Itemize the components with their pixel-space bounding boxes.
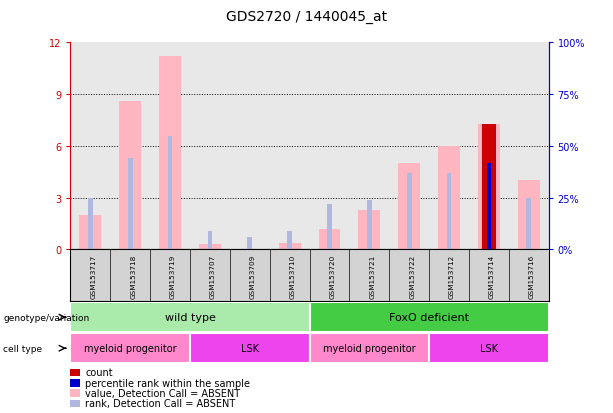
Bar bbox=[248, 237, 252, 250]
Text: GSM153714: GSM153714 bbox=[489, 254, 495, 298]
Bar bbox=[88, 198, 93, 250]
Bar bbox=[199, 244, 221, 250]
Bar bbox=[80, 216, 101, 250]
Text: LSK: LSK bbox=[241, 343, 259, 354]
Text: LSK: LSK bbox=[480, 343, 498, 354]
Bar bbox=[208, 231, 212, 250]
Bar bbox=[120, 102, 141, 250]
Bar bbox=[310, 302, 549, 332]
Text: count: count bbox=[85, 368, 113, 377]
Bar bbox=[128, 159, 132, 250]
Bar bbox=[438, 147, 460, 250]
Text: rank, Detection Call = ABSENT: rank, Detection Call = ABSENT bbox=[85, 399, 235, 408]
Text: myeloid progenitor: myeloid progenitor bbox=[323, 343, 416, 354]
Text: GSM153720: GSM153720 bbox=[330, 254, 335, 298]
Text: GSM153712: GSM153712 bbox=[449, 254, 455, 298]
Text: GSM153709: GSM153709 bbox=[250, 254, 256, 298]
Bar bbox=[398, 164, 420, 250]
Bar bbox=[327, 204, 332, 250]
Bar bbox=[482, 124, 496, 250]
Bar bbox=[310, 333, 429, 363]
Text: genotype/variation: genotype/variation bbox=[3, 313, 89, 322]
Bar bbox=[287, 231, 292, 250]
Text: myeloid progenitor: myeloid progenitor bbox=[84, 343, 177, 354]
Bar bbox=[518, 181, 539, 250]
Bar bbox=[319, 229, 340, 250]
Bar bbox=[487, 163, 491, 250]
Text: GSM153707: GSM153707 bbox=[210, 254, 216, 298]
Bar bbox=[190, 333, 310, 363]
Text: GSM153716: GSM153716 bbox=[528, 254, 535, 298]
Text: FoxO deficient: FoxO deficient bbox=[389, 312, 469, 323]
Text: GSM153722: GSM153722 bbox=[409, 254, 415, 298]
Bar bbox=[279, 244, 300, 250]
Text: value, Detection Call = ABSENT: value, Detection Call = ABSENT bbox=[85, 388, 240, 398]
Text: GSM153717: GSM153717 bbox=[91, 254, 96, 298]
Text: GSM153710: GSM153710 bbox=[289, 254, 295, 298]
Text: GSM153719: GSM153719 bbox=[170, 254, 176, 298]
Bar bbox=[70, 302, 310, 332]
Bar bbox=[527, 198, 531, 250]
Text: GDS2720 / 1440045_at: GDS2720 / 1440045_at bbox=[226, 10, 387, 24]
Bar bbox=[367, 200, 371, 250]
Text: wild type: wild type bbox=[165, 312, 215, 323]
Bar bbox=[159, 57, 181, 250]
Text: GSM153721: GSM153721 bbox=[369, 254, 375, 298]
Text: cell type: cell type bbox=[3, 344, 42, 353]
Bar bbox=[239, 249, 261, 250]
Bar bbox=[429, 333, 549, 363]
Bar bbox=[359, 210, 380, 250]
Bar bbox=[407, 173, 411, 250]
Bar bbox=[478, 124, 500, 250]
Text: percentile rank within the sample: percentile rank within the sample bbox=[85, 378, 250, 388]
Bar bbox=[168, 136, 172, 250]
Bar bbox=[447, 173, 451, 250]
Text: GSM153718: GSM153718 bbox=[130, 254, 136, 298]
Bar bbox=[70, 333, 190, 363]
Bar bbox=[487, 163, 491, 250]
